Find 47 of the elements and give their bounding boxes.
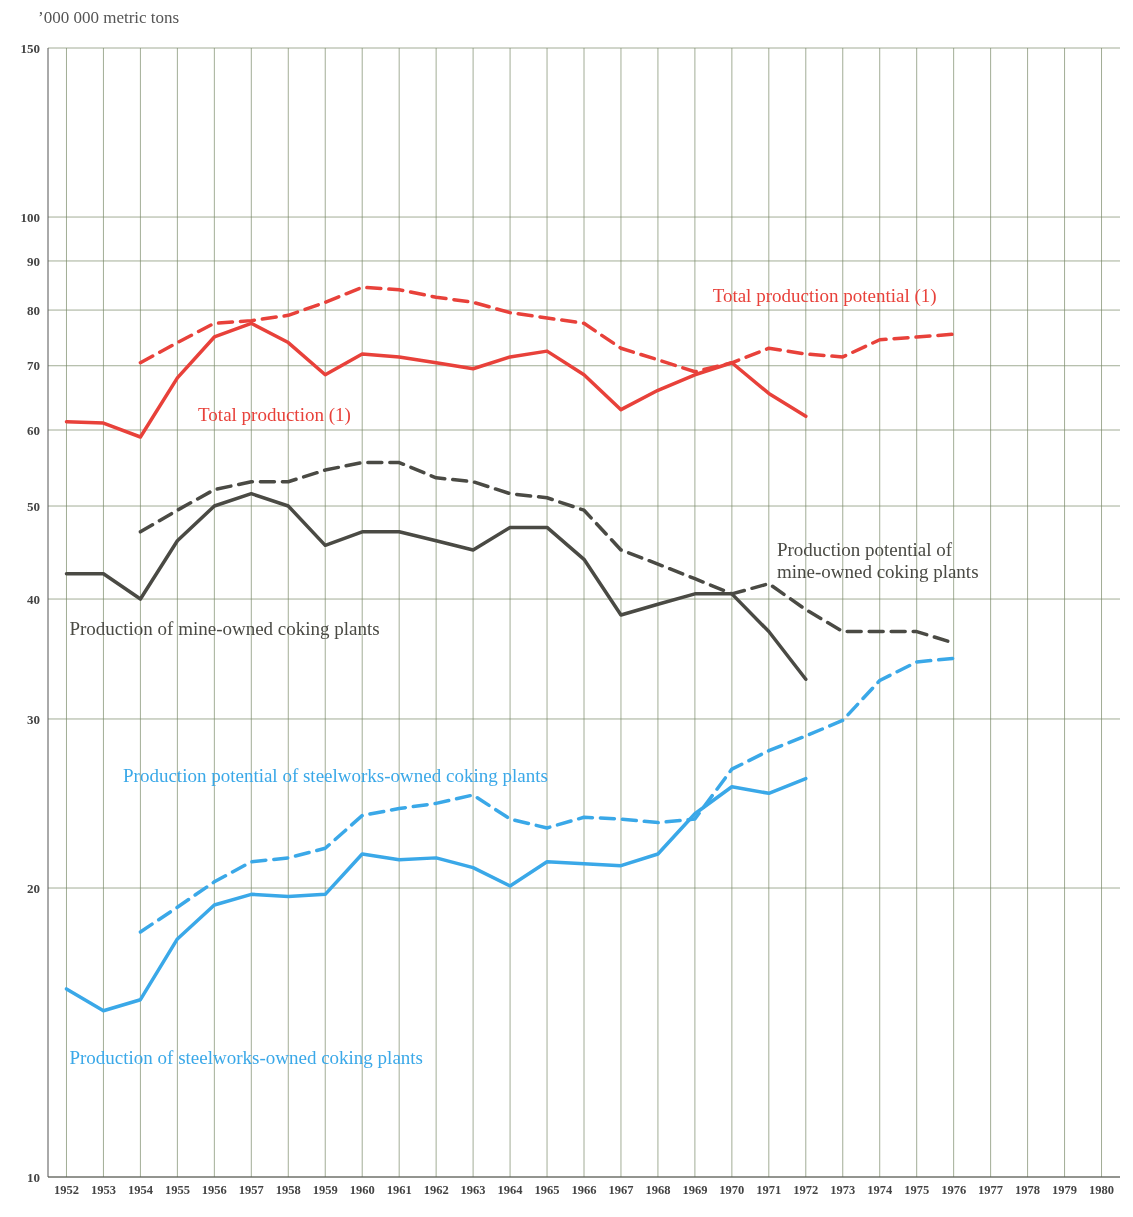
- y-tick-label: 100: [20, 209, 40, 225]
- x-tick-label: 1968: [645, 1182, 671, 1197]
- x-tick-label: 1966: [571, 1182, 597, 1197]
- x-tick-label: 1960: [349, 1182, 375, 1197]
- series-label: Total production potential (1): [712, 285, 937, 308]
- x-tick-label: 1953: [90, 1182, 116, 1197]
- x-tick-label: 1971: [756, 1182, 782, 1197]
- x-tick-label: 1980: [1089, 1182, 1115, 1197]
- x-tick-label: 1954: [127, 1182, 154, 1197]
- x-tick-label: 1964: [497, 1182, 524, 1197]
- y-tick-label: 60: [27, 422, 40, 438]
- y-tick-label: 10: [27, 1169, 40, 1185]
- x-tick-label: 1956: [201, 1182, 227, 1197]
- x-tick-label: 1969: [682, 1182, 708, 1197]
- text: Production of steelworks-owned coking plants: [69, 1047, 423, 1070]
- x-tick-label: 1952: [53, 1182, 79, 1197]
- x-tick-label: 1978: [1015, 1182, 1041, 1197]
- text: Production potential of steelworks-owned coking plants: [123, 764, 548, 787]
- x-tick-label: 1975: [904, 1182, 930, 1197]
- x-tick-label: 1957: [238, 1182, 264, 1197]
- x-tick-label: 1974: [867, 1182, 893, 1197]
- series-label: Production potential of mine-owned coking plants: [776, 539, 980, 584]
- x-tick-label: 1958: [275, 1182, 301, 1197]
- y-axis-title: ’000 000 metric tons: [38, 8, 180, 28]
- y-tick-label: 20: [27, 880, 40, 896]
- y-tick-label: 80: [27, 302, 40, 318]
- x-tick-label: 1979: [1052, 1182, 1078, 1197]
- x-tick-label: 1976: [941, 1182, 967, 1197]
- x-tick-label: 1977: [978, 1182, 1004, 1197]
- x-tick-label: 1965: [534, 1182, 560, 1197]
- x-tick-label: 1963: [460, 1182, 486, 1197]
- x-tick-label: 1961: [386, 1182, 412, 1197]
- text: Production of mine-owned coking plants: [69, 618, 380, 641]
- series-label: Total production (1): [198, 403, 351, 426]
- y-tick-label: 50: [27, 498, 40, 514]
- x-tick-label: 1955: [164, 1182, 190, 1197]
- x-tick-label: 1972: [793, 1182, 819, 1197]
- x-tick-label: 1959: [312, 1182, 338, 1197]
- x-tick-label: 1967: [608, 1182, 634, 1197]
- y-tick-label: 30: [27, 711, 40, 727]
- y-tick-label: 150: [20, 40, 40, 56]
- x-tick-label: 1970: [719, 1182, 745, 1197]
- y-tick-label: 70: [27, 358, 40, 374]
- y-tick-label: 90: [27, 253, 40, 269]
- x-tick-label: 1962: [423, 1182, 449, 1197]
- y-tick-label: 40: [27, 591, 40, 607]
- x-tick-label: 1973: [830, 1182, 856, 1197]
